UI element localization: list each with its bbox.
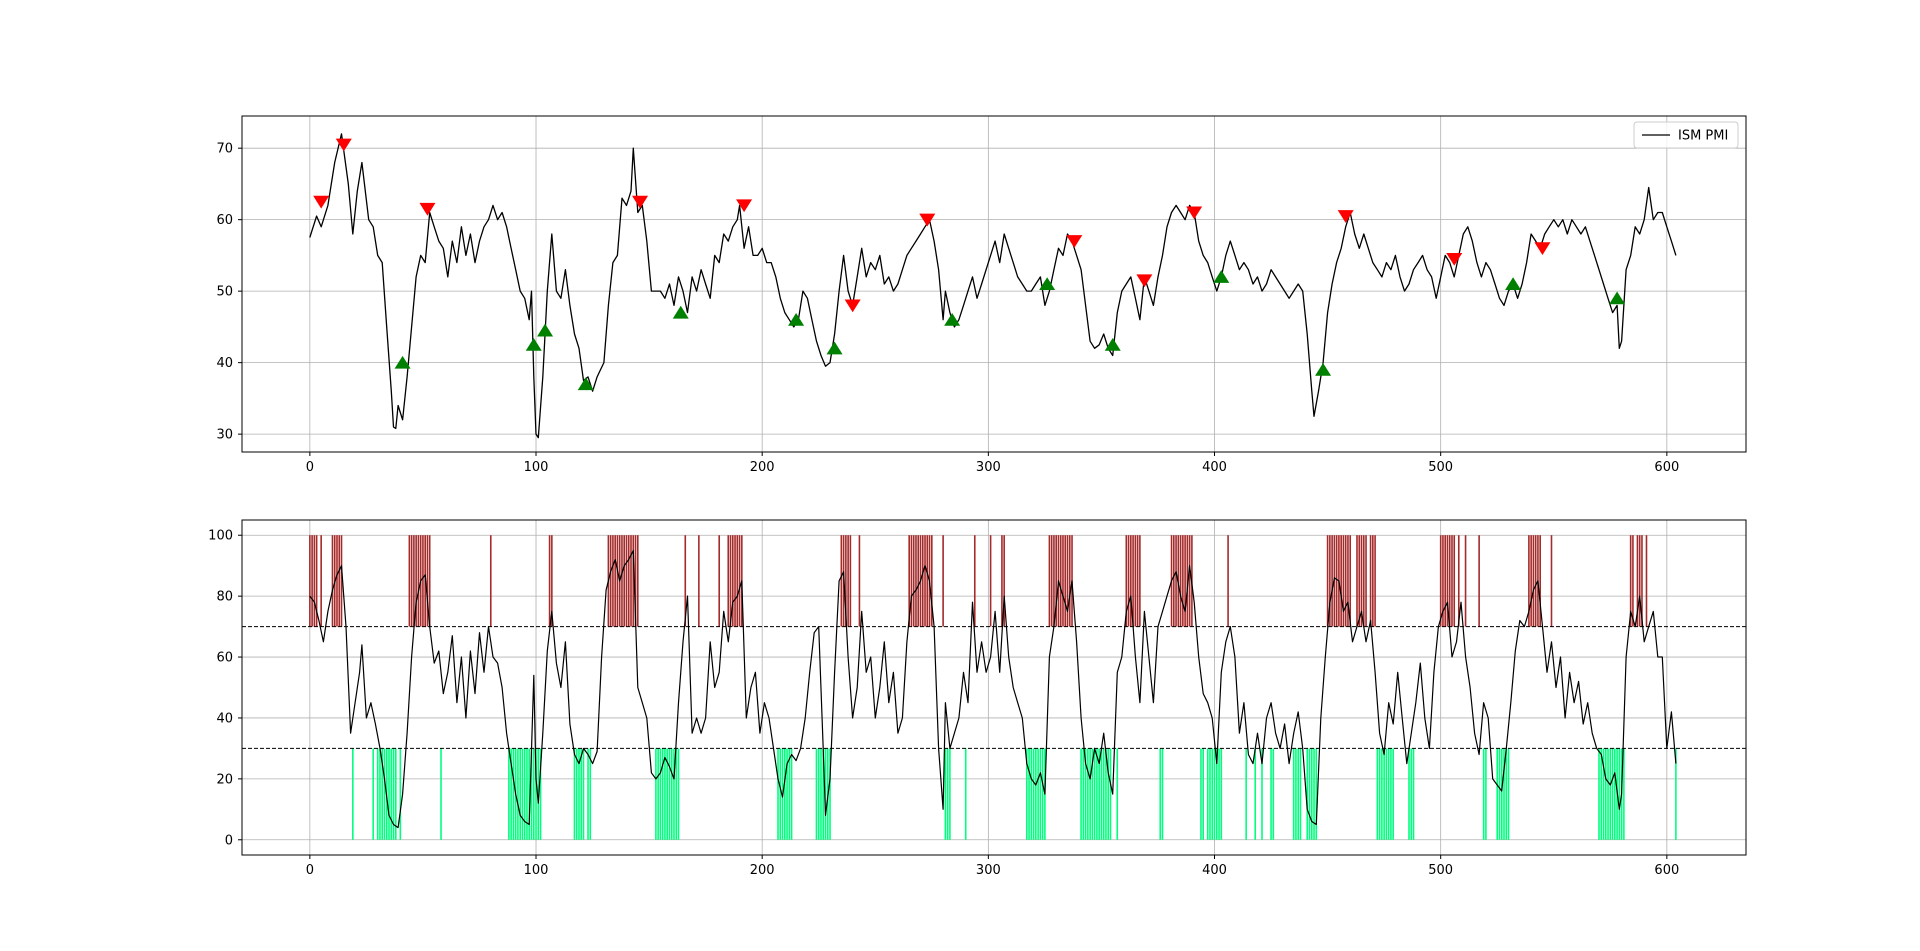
p2-xtick-label: 0: [306, 863, 314, 878]
buy-marker: [788, 312, 805, 326]
rsi-panel: 0 100 200 300 400 500 600 0 20 40 60 80 100: [208, 519, 1747, 878]
p1-ytick-label: 30: [216, 428, 233, 443]
pmi-plot-area: [242, 116, 1746, 452]
p2-ytick-label: 100: [208, 529, 233, 544]
p2-xtick-label: 300: [976, 863, 1001, 878]
p1-ytick-label: 60: [216, 213, 233, 228]
sell-marker: [736, 199, 753, 213]
sell-marker: [335, 138, 352, 152]
pmi-data: [309, 133, 1677, 439]
p1-ytick-label: 40: [216, 356, 233, 371]
p2-ytick-label: 40: [216, 711, 233, 726]
buy-marker: [1039, 277, 1056, 290]
buy-marker: [826, 341, 843, 355]
sell-marker: [1066, 235, 1083, 248]
p2-ytick-label: 60: [216, 651, 233, 666]
buy-marker: [1104, 337, 1121, 351]
sell-marker: [632, 195, 649, 209]
pmi-frame: [241, 115, 1747, 453]
legend-label: ISM PMI: [1678, 129, 1728, 144]
pmi-ticks: 0 100 200 300 400 500 600 30 40 50 60 70: [216, 142, 1679, 475]
sell-marker: [1337, 210, 1354, 223]
p1-xtick-label: 100: [524, 460, 549, 475]
p2-ytick-label: 0: [225, 833, 233, 848]
buy-marker: [394, 355, 411, 369]
legend-box: [1633, 121, 1739, 149]
p2-xtick-label: 600: [1654, 863, 1679, 878]
sell-marker: [419, 202, 436, 216]
rsi-frame: [241, 519, 1747, 856]
rsi-plot-area: [242, 520, 1746, 855]
buy-marker: [537, 323, 554, 337]
sell-marker: [1186, 206, 1203, 220]
p1-xtick-label: 300: [976, 460, 1001, 475]
p2-ytick-label: 80: [216, 590, 233, 605]
buy-marker: [1505, 277, 1522, 290]
p2-ytick-label: 20: [216, 772, 233, 787]
p1-xtick-label: 600: [1654, 460, 1679, 475]
p1-ytick-label: 70: [216, 142, 233, 157]
sell-marker: [1136, 274, 1153, 288]
p1-xtick-label: 200: [750, 460, 775, 475]
rsi-ticks: 0 100 200 300 400 500 600 0 20 40 60 80 100: [208, 529, 1679, 878]
oscillator-series-line: [309, 549, 1677, 829]
buy-marker: [525, 337, 542, 351]
legend: ISM PMI: [1633, 121, 1739, 149]
buy-marker: [1609, 291, 1626, 305]
sell-marker: [1534, 242, 1551, 256]
sell-marker: [313, 195, 330, 209]
p1-ytick-label: 50: [216, 285, 233, 300]
buy-marker: [672, 305, 689, 319]
sell-marker: [1446, 252, 1463, 266]
p1-xtick-label: 400: [1202, 460, 1227, 475]
pmi-series-line: [309, 133, 1677, 439]
p2-xtick-label: 500: [1428, 863, 1453, 878]
p2-xtick-label: 400: [1202, 863, 1227, 878]
sell-marker: [844, 299, 861, 313]
buy-marker: [1213, 270, 1230, 283]
p1-xtick-label: 500: [1428, 460, 1453, 475]
p1-xtick-label: 0: [306, 460, 314, 475]
p2-xtick-label: 200: [750, 863, 775, 878]
buy-marker: [577, 377, 594, 391]
rsi-data: [242, 535, 1746, 840]
p2-xtick-label: 100: [524, 863, 549, 878]
buy-marker: [944, 312, 961, 326]
buy-marker: [1315, 362, 1332, 376]
pmi-panel: 0 100 200 300 400 500 600 30 40 50 60 70 ISM PMI: [216, 115, 1747, 475]
sell-marker: [919, 213, 936, 227]
